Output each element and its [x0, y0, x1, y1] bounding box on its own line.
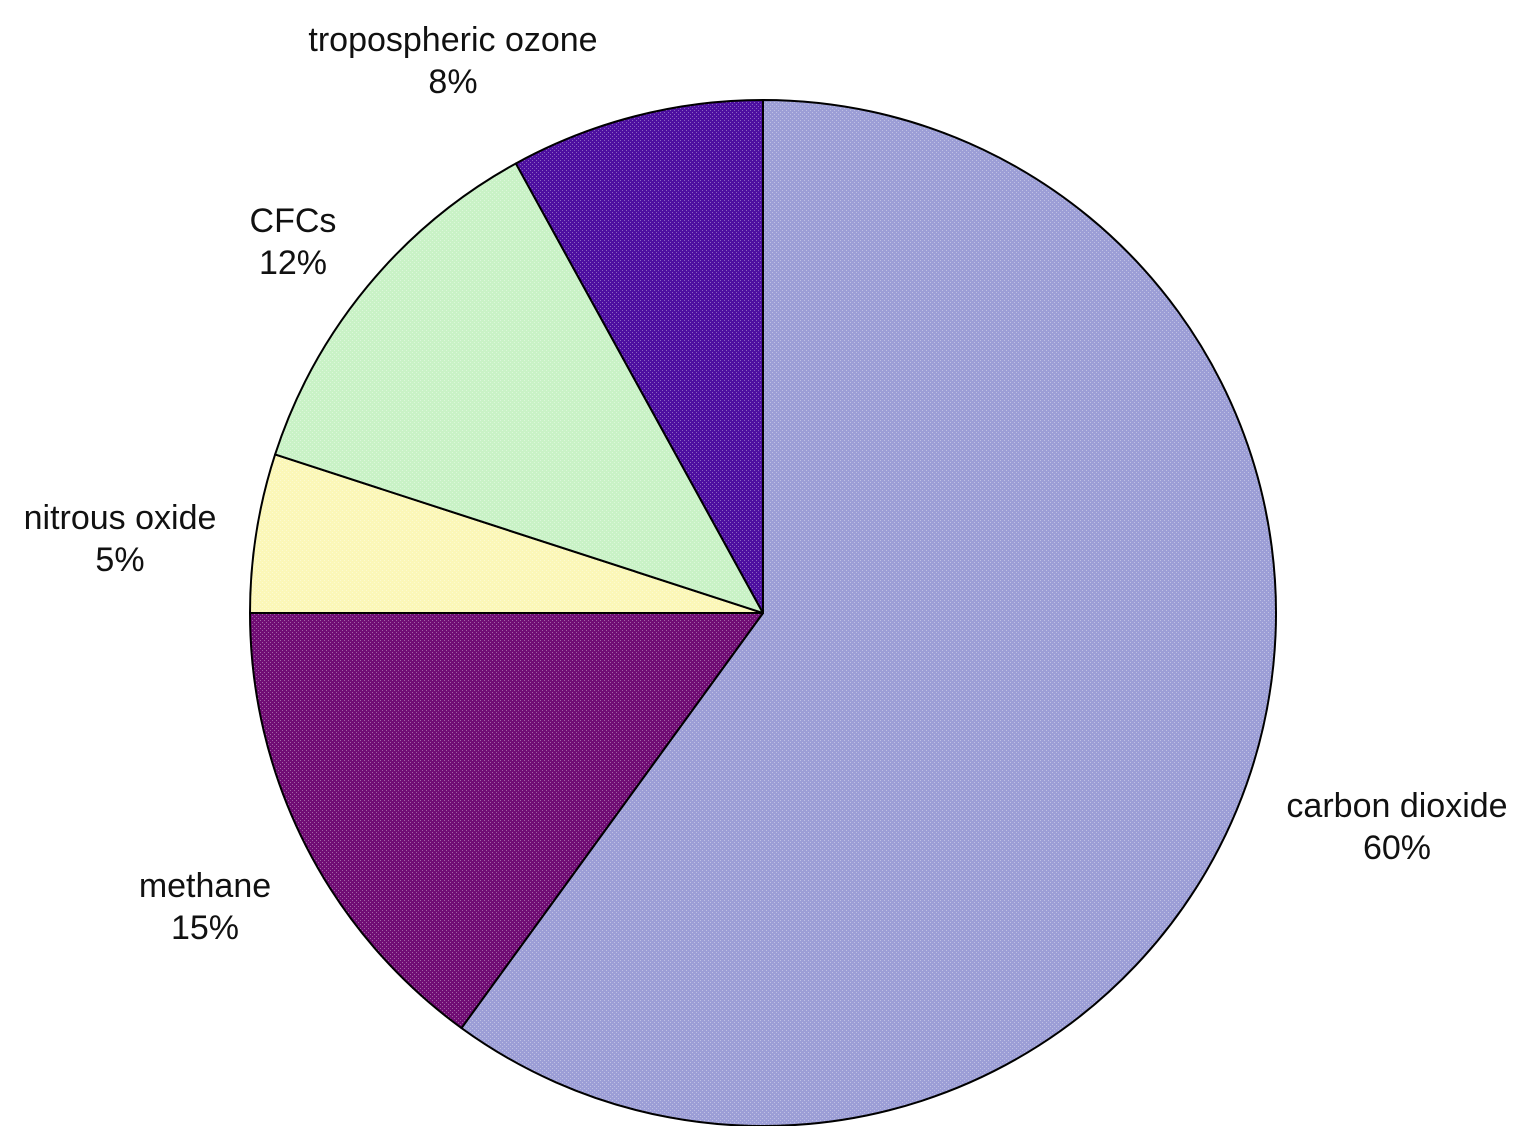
slice-label-value: 12% [259, 244, 327, 282]
pie-slice-nitrous-oxide [249, 453, 764, 614]
pie-slice-cfcs [274, 162, 764, 614]
slice-label-name: methane [139, 867, 271, 905]
slice-label-value: 15% [171, 909, 239, 947]
pie-labels: carbon dioxide 60% methane 15% nitrous oxide… [24, 21, 1508, 947]
slice-label-name: tropospheric ozone [308, 21, 597, 59]
slice-label-value: 60% [1363, 829, 1431, 867]
slice-label-name: CFCs [250, 202, 337, 240]
pie-slice-carbon-dioxide [460, 99, 1277, 1127]
slice-label-value: 8% [428, 63, 477, 101]
pie-slice-tropospheric-ozone [514, 99, 764, 614]
slice-label-name: nitrous oxide [24, 499, 217, 537]
slice-label-value: 5% [95, 541, 144, 579]
pie-slice-methane [249, 612, 764, 1030]
pie-slices [249, 99, 1277, 1127]
slice-label-name: carbon dioxide [1286, 787, 1507, 825]
